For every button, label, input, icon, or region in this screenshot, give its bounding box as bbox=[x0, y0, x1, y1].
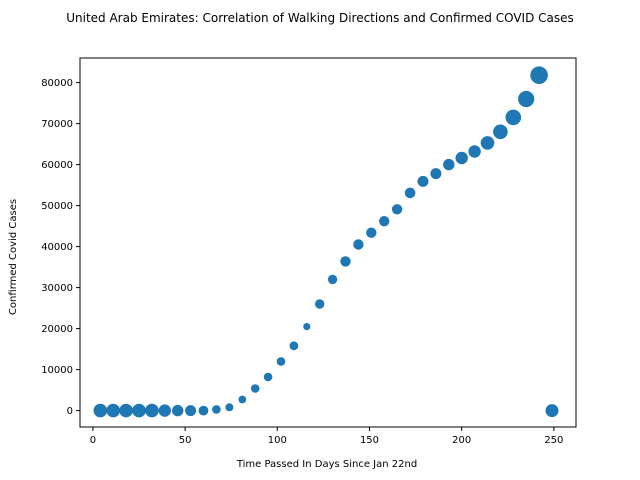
x-tick-label: 250 bbox=[544, 435, 563, 446]
data-point bbox=[505, 109, 522, 126]
data-point bbox=[132, 403, 146, 418]
data-point bbox=[212, 405, 221, 414]
data-point bbox=[430, 168, 442, 180]
x-tick-label: 150 bbox=[360, 435, 379, 446]
x-ticks: 0 50 100 150 200 250 bbox=[90, 427, 563, 446]
data-point bbox=[391, 204, 403, 215]
data-point bbox=[315, 299, 325, 309]
y-tick-label: 60000 bbox=[41, 160, 73, 171]
data-point bbox=[340, 256, 351, 267]
data-point bbox=[545, 404, 559, 418]
y-tick-label: 10000 bbox=[41, 365, 73, 376]
data-point bbox=[250, 384, 260, 393]
data-point bbox=[225, 403, 234, 412]
x-tick-label: 50 bbox=[179, 435, 192, 446]
data-point bbox=[518, 90, 535, 108]
data-point bbox=[106, 403, 120, 418]
data-point bbox=[198, 405, 209, 416]
data-point bbox=[327, 274, 338, 285]
data-point bbox=[468, 145, 481, 158]
y-tick-label: 50000 bbox=[41, 201, 73, 212]
data-point bbox=[404, 187, 416, 199]
y-tick-label: 20000 bbox=[41, 324, 73, 335]
data-point bbox=[480, 136, 495, 150]
data-point bbox=[353, 239, 364, 250]
x-axis-label: Time Passed In Days Since Jan 22nd bbox=[236, 459, 417, 470]
data-point bbox=[455, 151, 468, 165]
y-tick-label: 40000 bbox=[41, 242, 73, 253]
x-tick-label: 100 bbox=[268, 435, 287, 446]
data-point bbox=[172, 404, 184, 417]
y-axis-label: Confirmed Covid Cases bbox=[8, 199, 19, 315]
y-tick-label: 30000 bbox=[41, 283, 73, 294]
y-tick-label: 80000 bbox=[41, 78, 73, 89]
data-point bbox=[443, 158, 455, 171]
data-point bbox=[493, 124, 508, 140]
x-tick-label: 0 bbox=[90, 435, 96, 446]
data-point bbox=[276, 357, 286, 366]
data-point bbox=[417, 175, 429, 187]
data-point bbox=[238, 395, 247, 404]
y-ticks: 0 10000 20000 30000 40000 50000 60000 70000 8000… bbox=[41, 78, 80, 417]
data-point bbox=[145, 403, 159, 418]
points-layer bbox=[93, 66, 559, 418]
data-point bbox=[289, 341, 299, 351]
data-point bbox=[379, 216, 390, 227]
y-tick-label: 0 bbox=[67, 406, 73, 417]
data-point bbox=[530, 66, 548, 84]
data-point bbox=[158, 404, 171, 417]
axes-frame bbox=[79, 57, 577, 428]
data-point bbox=[119, 403, 133, 418]
y-tick-label: 70000 bbox=[41, 119, 73, 130]
x-tick-label: 200 bbox=[452, 435, 471, 446]
chart-title: United Arab Emirates: Correlation of Wal… bbox=[66, 11, 574, 25]
data-point bbox=[366, 227, 377, 238]
data-point bbox=[185, 405, 197, 417]
data-point bbox=[93, 403, 108, 418]
data-point bbox=[263, 372, 273, 382]
data-point bbox=[303, 323, 311, 331]
